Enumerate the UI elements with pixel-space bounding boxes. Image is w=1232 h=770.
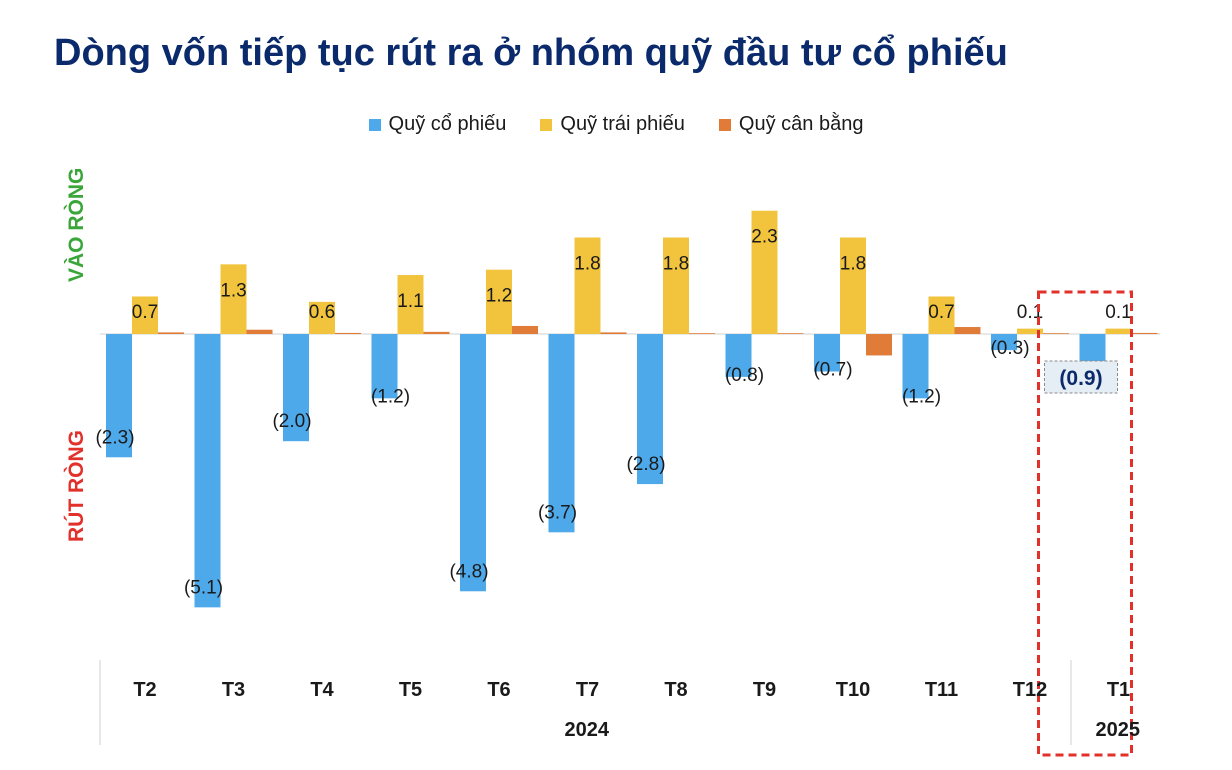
data-label-equity-T5: (1.2) xyxy=(371,386,410,407)
x-tick-label-T3: T3 xyxy=(222,679,245,701)
legend-item-bond: Quỹ trái phiếu xyxy=(540,113,685,136)
data-label-bond-T10: 1.8 xyxy=(840,254,866,275)
bar-balanced-T10 xyxy=(866,334,892,356)
legend: Quỹ cổ phiếu Quỹ trái phiếu Quỹ cân bằng xyxy=(0,113,1232,136)
data-label-bond-T4: 0.6 xyxy=(309,302,335,323)
bar-bond-T6 xyxy=(486,269,512,334)
legend-label-equity: Quỹ cổ phiếu xyxy=(388,113,507,135)
data-label-equity-highlight: (0.9) xyxy=(1059,367,1102,390)
bar-balanced-T2 xyxy=(158,332,184,334)
bar-equity-T6 xyxy=(460,334,486,592)
x-tick-label-T7: T7 xyxy=(576,679,599,701)
x-tick-label-T12: T12 xyxy=(1013,679,1047,701)
data-label-equity-T4: (2.0) xyxy=(272,411,311,432)
data-label-equity-T3: (5.1) xyxy=(184,577,223,598)
data-label-bond-T9: 2.3 xyxy=(751,227,777,248)
bar-bond-T4 xyxy=(309,301,335,334)
data-label-equity-T11: (1.2) xyxy=(902,386,941,407)
chart-title: Dòng vốn tiếp tục rút ra ở nhóm quỹ đầu … xyxy=(54,32,1008,74)
bar-bond-T5 xyxy=(397,275,424,334)
x-tick-label-T10: T10 xyxy=(836,679,870,701)
bar-equity-T2 xyxy=(106,334,132,458)
bar-bond-T12 xyxy=(1017,328,1043,334)
bar-bond-T8 xyxy=(663,237,689,334)
bar-equity-T12 xyxy=(991,334,1017,351)
bar-balanced-T8 xyxy=(689,333,715,334)
bar-equity-T11 xyxy=(902,334,929,399)
bar-equity-T10 xyxy=(814,334,840,372)
bar-bond-T1 xyxy=(1105,328,1132,334)
bar-bond-T9 xyxy=(751,210,778,334)
data-label-bond-T11: 0.7 xyxy=(928,302,954,323)
legend-swatch-balanced xyxy=(718,118,731,131)
x-tick-label-T8: T8 xyxy=(664,679,687,701)
data-label-equity-T7: (3.7) xyxy=(538,502,577,523)
data-label-bond-T2: 0.7 xyxy=(132,302,158,323)
data-label-bond-T12: 0.1 xyxy=(1017,302,1043,323)
x-tick-label-T11: T11 xyxy=(925,679,958,701)
data-label-bond-T5: 1.1 xyxy=(397,291,423,312)
x-tick-label-T1: T1 xyxy=(1107,679,1130,701)
data-label-equity-T2: (2.3) xyxy=(95,427,134,448)
data-label-bond-T8: 1.8 xyxy=(663,254,689,275)
x-tick-label-T4: T4 xyxy=(310,679,334,701)
bar-bond-T3 xyxy=(220,264,247,334)
bar-balanced-T7 xyxy=(600,332,627,334)
data-label-equity-T9: (0.8) xyxy=(725,365,764,386)
x-tick-label-T5: T5 xyxy=(399,679,422,701)
bar-equity-T3 xyxy=(194,334,221,608)
year-label-2024: 2024 xyxy=(565,719,610,741)
data-label-equity-T12: (0.3) xyxy=(990,338,1029,359)
data-label-equity-T6: (4.8) xyxy=(449,561,488,582)
bar-balanced-T12 xyxy=(1043,333,1069,334)
legend-swatch-equity xyxy=(368,118,381,131)
year-label-2025: 2025 xyxy=(1096,719,1141,741)
bar-balanced-T6 xyxy=(512,325,538,334)
highlight-box xyxy=(1037,290,1133,757)
data-label-equity-T10: (0.7) xyxy=(813,360,852,381)
bar-equity-T7 xyxy=(548,334,575,533)
legend-label-bond: Quỹ trái phiếu xyxy=(560,113,685,135)
x-tick-label-T9: T9 xyxy=(753,679,776,701)
data-label-bond-T6: 1.2 xyxy=(486,286,512,307)
data-label-bond-T3: 1.3 xyxy=(220,280,246,301)
bar-balanced-T5 xyxy=(423,331,450,334)
legend-label-balanced: Quỹ cân bằng xyxy=(738,113,864,135)
bar-balanced-T11 xyxy=(954,327,981,334)
bar-balanced-T1 xyxy=(1131,332,1158,334)
data-label-bond-T7: 1.8 xyxy=(574,254,600,275)
bar-balanced-T4 xyxy=(335,332,361,334)
legend-item-equity: Quỹ cổ phiếu xyxy=(368,113,507,136)
bar-balanced-T3 xyxy=(246,329,273,334)
bar-equity-T4 xyxy=(283,334,309,442)
data-label-equity-T8: (2.8) xyxy=(626,454,665,475)
x-tick-label-T2: T2 xyxy=(133,679,156,701)
bar-bond-T7 xyxy=(574,237,601,334)
bar-equity-T5 xyxy=(371,334,398,399)
bar-balanced-T9 xyxy=(777,333,804,334)
bar-bond-T11 xyxy=(928,296,955,334)
bar-equity-T9 xyxy=(725,334,752,377)
legend-item-balanced: Quỹ cân bằng xyxy=(718,113,864,136)
x-tick-label-T6: T6 xyxy=(487,679,510,701)
bar-bond-T10 xyxy=(840,237,866,334)
data-label-bond-T1: 0.1 xyxy=(1105,302,1131,323)
bar-bond-T2 xyxy=(132,296,158,334)
highlight-label-box xyxy=(1044,360,1118,394)
bar-equity-T8 xyxy=(637,334,663,485)
legend-swatch-bond xyxy=(540,118,553,131)
